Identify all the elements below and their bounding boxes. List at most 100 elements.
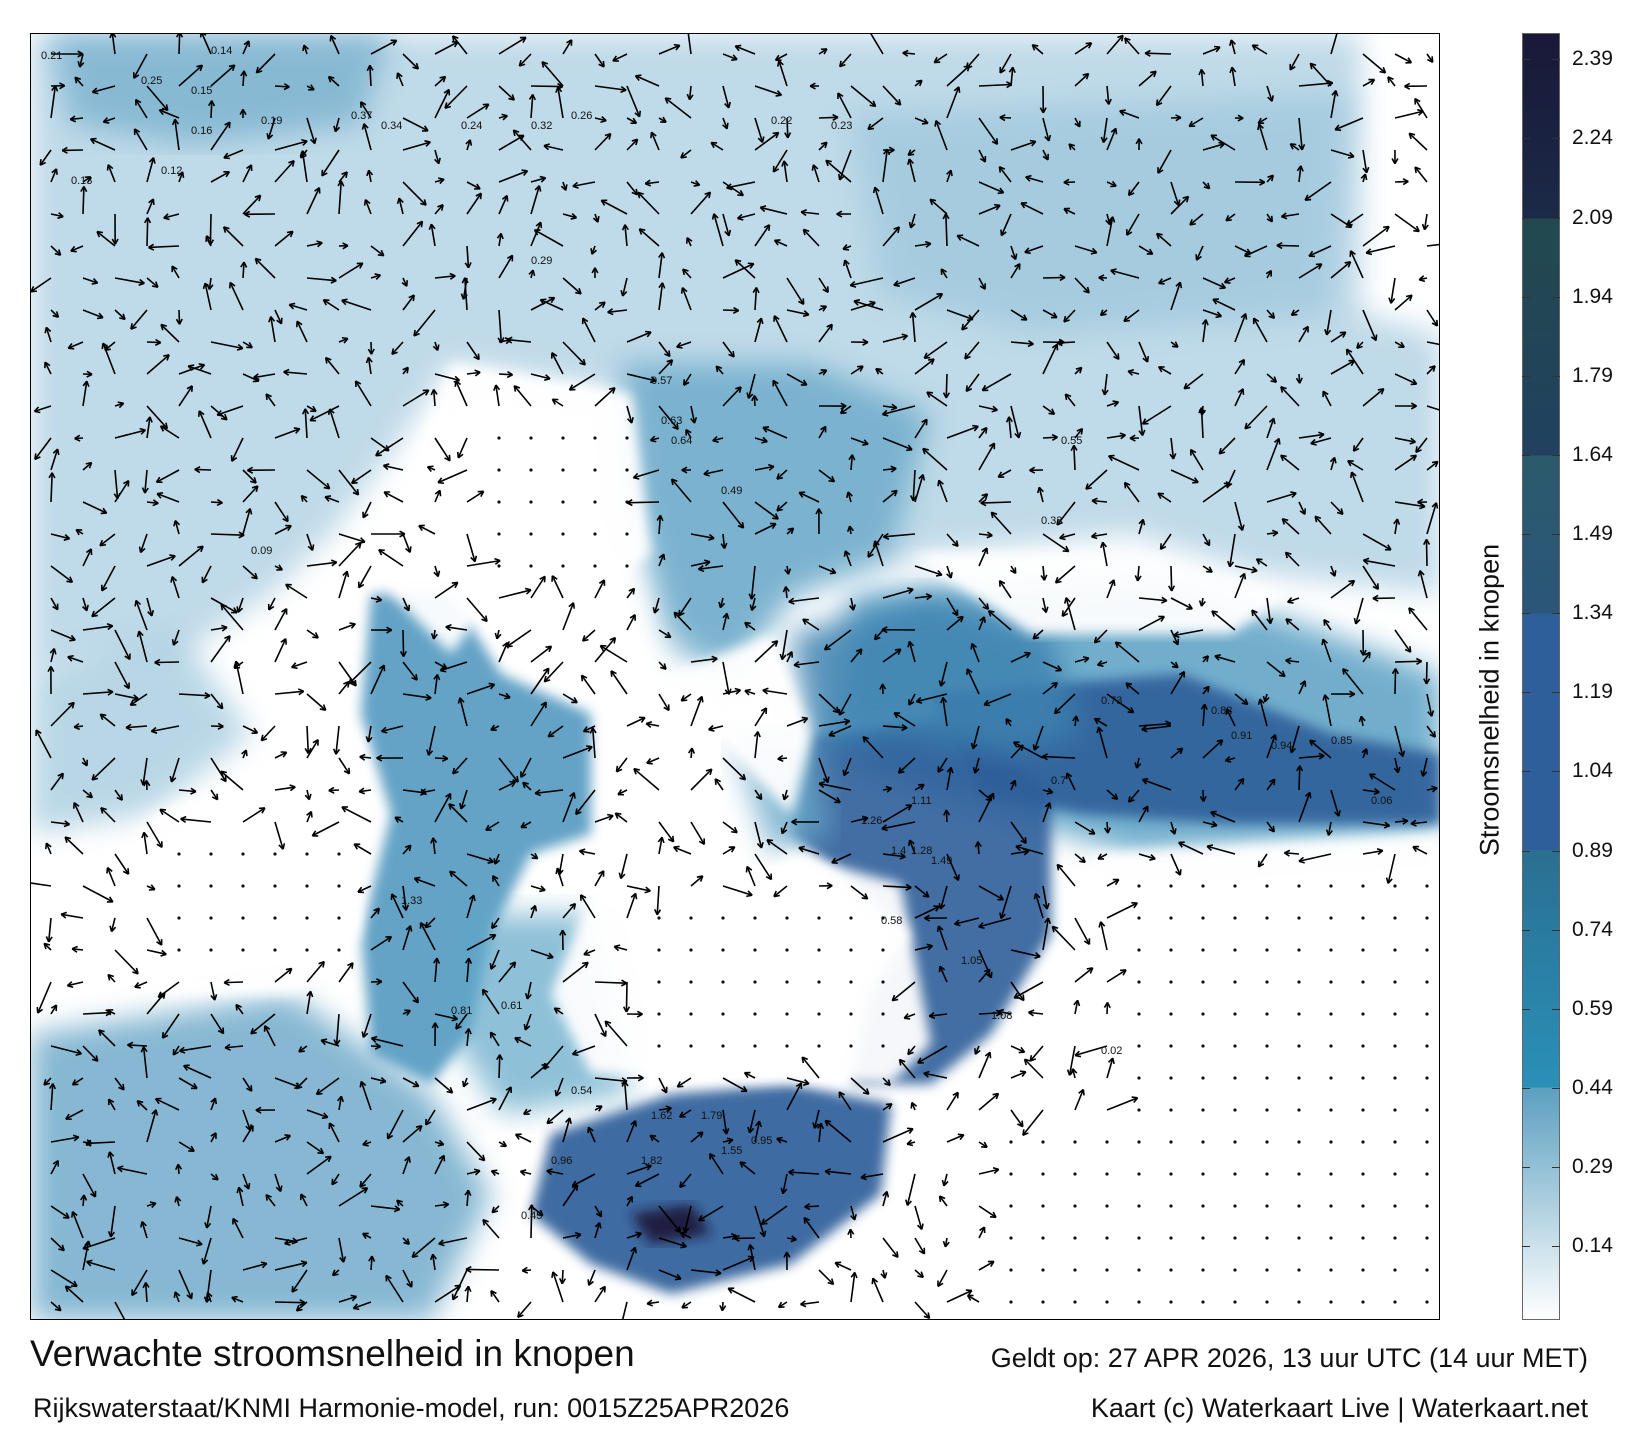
arrow-head (478, 1154, 486, 1162)
arrow-head (772, 165, 780, 173)
arrow-head (438, 1239, 445, 1247)
arrow-head (815, 508, 823, 515)
current-arrow (161, 1013, 180, 1039)
current-arrow (937, 757, 948, 773)
current-arrow (159, 808, 180, 823)
current-arrow (612, 53, 628, 62)
arrow-head (67, 343, 75, 350)
arrow-head (1112, 878, 1120, 886)
current-arrow (1106, 213, 1111, 225)
current-arrow (678, 597, 692, 617)
current-arrow (50, 1269, 78, 1287)
grid-dot (561, 564, 565, 568)
arrow-head (201, 1258, 209, 1265)
arrow-head (1073, 999, 1081, 1007)
arrow-head (365, 736, 373, 743)
arrow-head (455, 1022, 462, 1030)
current-arrow (274, 230, 294, 247)
grid-dot (1073, 1236, 1077, 1240)
current-arrow (978, 493, 988, 503)
current-arrow (223, 149, 244, 159)
current-arrow (434, 565, 439, 577)
grid-dot (1361, 1268, 1365, 1272)
arrow-head (620, 85, 627, 94)
current-arrow (160, 323, 180, 343)
arrow-head (827, 1278, 835, 1286)
current-arrow (620, 853, 628, 879)
current-arrow (626, 405, 633, 424)
arrow-head (449, 870, 456, 878)
arrow-head (766, 839, 774, 846)
arrow-head (581, 635, 589, 642)
arrow-head (848, 604, 857, 611)
arrow-head (1310, 438, 1317, 446)
arrow-head (734, 259, 742, 266)
current-arrow (722, 661, 730, 695)
arrow-head (141, 487, 149, 494)
current-arrow (1106, 128, 1117, 151)
arrow-head (645, 720, 653, 729)
current-arrow (587, 1126, 596, 1143)
current-arrow (839, 53, 852, 68)
arrow-head (494, 557, 501, 565)
arrow-head (330, 559, 338, 567)
arrow-head (432, 344, 440, 352)
grid-dot (1009, 1204, 1013, 1208)
current-arrow (306, 117, 316, 144)
current-arrow (646, 1301, 660, 1305)
arrow-head (1251, 566, 1258, 574)
current-arrow (754, 287, 758, 311)
grid-dot (273, 884, 277, 888)
arrow-head (220, 775, 227, 783)
arrow-head (71, 1079, 79, 1086)
current-arrow (530, 701, 547, 727)
current-arrow (850, 648, 863, 663)
water-region (631, 1204, 711, 1244)
arrow-head (411, 674, 418, 681)
current-arrow (530, 885, 546, 891)
current-arrow (637, 191, 660, 215)
current-arrow (434, 958, 438, 983)
arrow-head (1426, 56, 1434, 63)
arrow-head (1189, 448, 1197, 456)
current-arrow (198, 410, 212, 439)
arrow-head (420, 788, 427, 796)
arrow-head (75, 528, 83, 536)
current-arrow (506, 338, 532, 343)
current-arrow (1210, 134, 1236, 151)
grid-dot (1393, 1012, 1397, 1016)
grid-dot (1169, 1268, 1173, 1272)
arrow-head (910, 1101, 918, 1109)
current-arrow (324, 496, 340, 503)
arrow-head (882, 1190, 890, 1198)
current-arrow (754, 523, 777, 535)
current-arrow (242, 725, 258, 734)
current-arrow (690, 768, 713, 791)
arrow-head (327, 75, 335, 83)
arrow-head (111, 238, 119, 245)
arrow-head (768, 463, 775, 471)
current-arrow (1000, 213, 1012, 236)
arrow-head (212, 1173, 219, 1181)
arrow-head (660, 663, 667, 670)
arrow-head (319, 704, 327, 711)
current-arrow (524, 1013, 532, 1031)
current-arrow (268, 597, 276, 611)
arrow-head (1098, 921, 1106, 928)
current-arrow (1298, 853, 1332, 863)
current-arrow (988, 610, 1012, 631)
current-arrow (208, 277, 212, 290)
current-arrow (658, 282, 664, 311)
arrow-head (63, 820, 71, 828)
arrow-head (523, 1108, 530, 1115)
current-arrow (1074, 967, 1094, 983)
grid-dot (1169, 1204, 1173, 1208)
arrow-head (763, 224, 771, 231)
arrow-head (775, 90, 783, 97)
grid-dot (593, 436, 597, 440)
arrow-head (1055, 665, 1063, 672)
arrow-head (448, 803, 455, 810)
current-arrow (722, 1139, 734, 1143)
current-arrow (1330, 501, 1344, 515)
arrow-head (820, 141, 828, 149)
